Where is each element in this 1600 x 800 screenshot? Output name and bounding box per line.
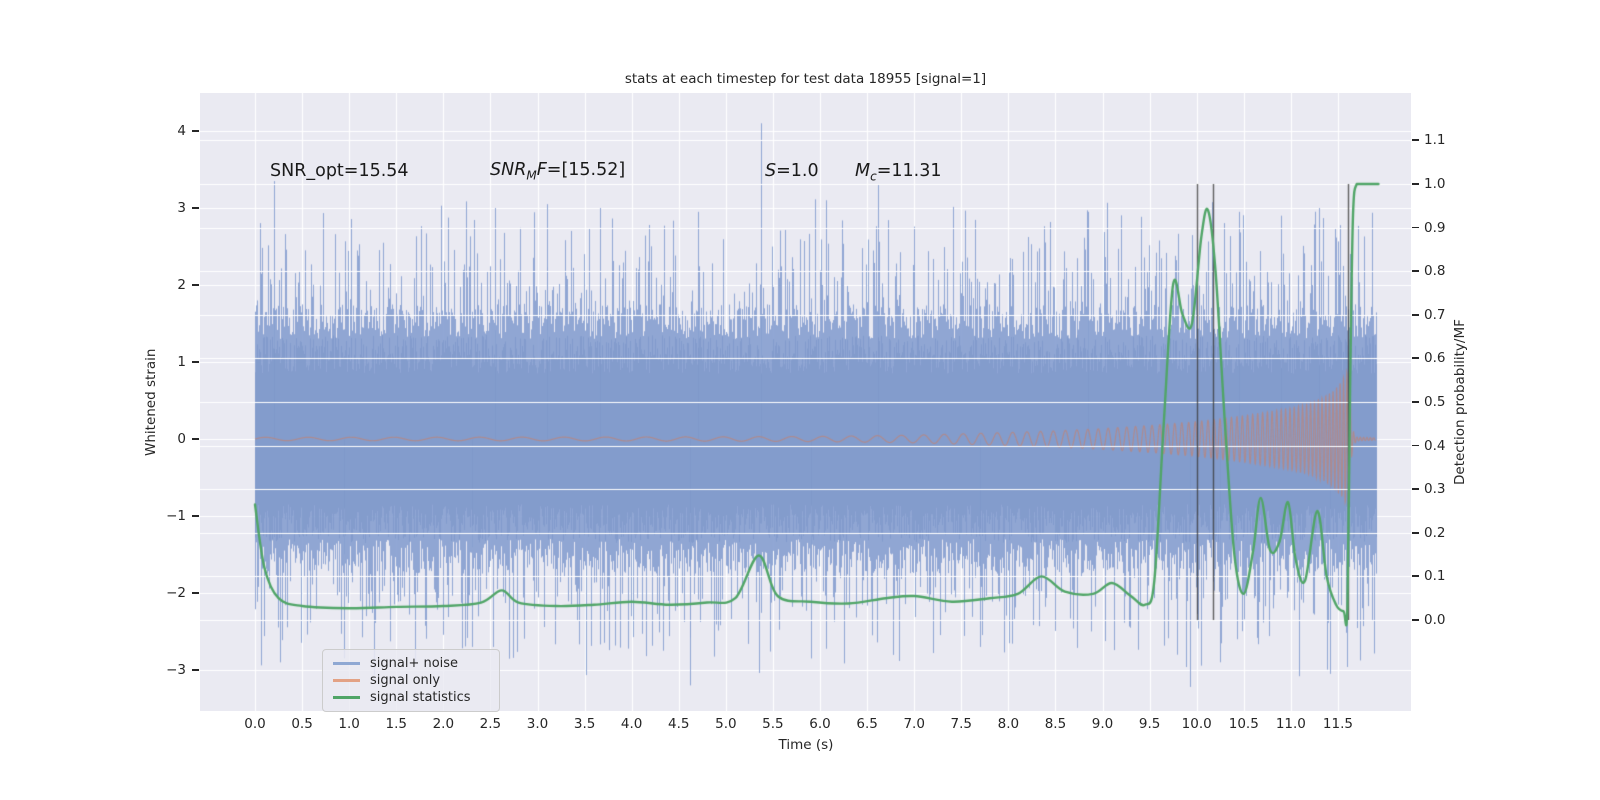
x-tick-label: 1.5 <box>385 716 407 732</box>
y-right-tick-mark <box>1412 531 1419 534</box>
x-tick-label: 11.0 <box>1275 716 1306 732</box>
x-tick-label: 6.5 <box>856 716 878 732</box>
y-left-tick-label: −2 <box>166 585 186 601</box>
y-left-tick-label: −1 <box>166 508 186 524</box>
y-left-tick-mark <box>192 669 199 671</box>
legend-label: signal+ noise <box>370 656 459 671</box>
legend-swatch-signal-noise-line <box>333 662 360 665</box>
y-axis-label-left: Whitened strain <box>143 348 159 457</box>
y-left-tick-mark <box>192 361 199 363</box>
x-tick-label: 10.0 <box>1181 716 1212 732</box>
x-tick-label: 9.0 <box>1091 716 1114 732</box>
y-right-tick-mark <box>1412 226 1419 229</box>
x-tick-label: 3.0 <box>526 716 549 732</box>
y-right-tick-mark <box>1412 313 1419 316</box>
y-left-tick-mark <box>192 438 199 440</box>
y-left-tick-label: 4 <box>177 123 186 139</box>
y-left-tick-mark <box>192 207 199 209</box>
legend-label: signal only <box>370 673 441 688</box>
y-right-tick-mark <box>1412 488 1419 490</box>
y-left-tick-label: 0 <box>177 431 186 447</box>
plot-area <box>200 93 1411 711</box>
plot-title: stats at each timestep for test data 189… <box>624 71 987 87</box>
y-right-tick-label: 0.2 <box>1424 524 1446 541</box>
y-left-tick-mark <box>192 130 199 132</box>
x-tick-label: 2.5 <box>479 716 502 732</box>
y-left-tick-mark <box>192 284 199 286</box>
y-right-tick-mark <box>1412 270 1419 272</box>
legend: signal+ noise signal only signal statist… <box>322 649 500 712</box>
plot-canvas <box>200 93 1411 711</box>
y-right-tick-label: 0.6 <box>1424 350 1446 367</box>
x-tick-label: 2.0 <box>432 716 455 732</box>
y-left-tick-label: −3 <box>166 662 186 678</box>
y-right-tick-label: 0.4 <box>1424 437 1446 454</box>
y-right-tick-label: 0.8 <box>1424 263 1446 280</box>
y-right-tick-mark <box>1412 401 1419 403</box>
y-right-tick-mark <box>1412 619 1419 621</box>
y-right-tick-label: 0.3 <box>1424 481 1446 498</box>
y-right-tick-label: 0.5 <box>1424 394 1446 410</box>
y-right-tick-mark <box>1412 444 1419 447</box>
x-tick-label: 4.5 <box>668 716 690 732</box>
x-axis-label: Time (s) <box>778 737 834 753</box>
x-tick-label: 9.5 <box>1138 716 1161 732</box>
legend-label: signal statistics <box>370 690 471 705</box>
x-tick-label: 4.0 <box>620 716 643 732</box>
x-tick-label: 3.5 <box>573 716 596 732</box>
y-right-tick-label: 1.0 <box>1424 176 1446 192</box>
x-tick-label: 7.5 <box>950 716 973 732</box>
y-left-tick-mark <box>192 592 199 594</box>
y-right-tick-label: 0.0 <box>1424 612 1446 628</box>
annotation-s: S=1.0 <box>765 161 819 181</box>
y-right-tick-mark <box>1412 357 1419 360</box>
x-tick-label: 1.0 <box>338 716 360 732</box>
legend-item-signal-noise: signal+ noise <box>323 655 499 672</box>
x-tick-label: 11.5 <box>1322 716 1353 732</box>
y-left-tick-mark <box>192 515 199 517</box>
legend-swatch-signal-statistics-line <box>333 696 360 699</box>
y-right-tick-label: 0.7 <box>1424 306 1446 323</box>
x-tick-label: 5.0 <box>715 716 737 732</box>
annotation-snr-opt: SNR_opt=15.54 <box>270 161 409 181</box>
x-tick-label: 0.0 <box>244 716 266 732</box>
x-tick-label: 7.0 <box>903 716 925 732</box>
x-tick-label: 5.5 <box>762 716 784 732</box>
y-right-tick-label: 0.9 <box>1424 219 1446 236</box>
y-right-tick-mark <box>1412 575 1419 578</box>
y-right-tick-mark <box>1412 183 1419 185</box>
y-left-tick-label: 1 <box>177 354 186 370</box>
y-right-tick-label: 1.1 <box>1424 132 1446 149</box>
legend-swatch-signal-only-line <box>333 679 360 682</box>
y-axis-label-right: Detection probability/MF <box>1452 319 1468 486</box>
x-tick-label: 0.5 <box>291 716 313 732</box>
annotation-snr-mf: SNRMF=[15.52] <box>490 160 626 183</box>
y-left-tick-label: 2 <box>177 277 186 293</box>
x-tick-label: 8.0 <box>997 716 1020 732</box>
annotation-mc: Mc=11.31 <box>855 161 942 184</box>
y-right-tick-mark <box>1412 139 1419 142</box>
x-tick-label: 10.5 <box>1228 716 1259 732</box>
x-tick-label: 6.0 <box>809 716 831 732</box>
x-tick-label: 8.5 <box>1044 716 1067 732</box>
legend-item-signal-only: signal only <box>323 672 499 689</box>
y-left-tick-label: 3 <box>177 200 186 216</box>
legend-item-signal-statistics: signal statistics <box>323 689 499 706</box>
y-right-tick-label: 0.1 <box>1424 568 1446 585</box>
